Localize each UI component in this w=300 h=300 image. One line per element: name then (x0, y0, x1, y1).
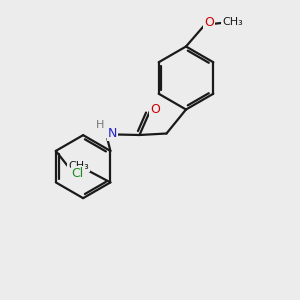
Text: N: N (108, 127, 118, 140)
Text: CH₃: CH₃ (68, 161, 89, 171)
Text: O: O (151, 103, 160, 116)
Text: CH₃: CH₃ (222, 17, 243, 28)
Text: H: H (96, 120, 105, 130)
Text: Cl: Cl (72, 167, 84, 180)
Text: O: O (204, 16, 214, 29)
